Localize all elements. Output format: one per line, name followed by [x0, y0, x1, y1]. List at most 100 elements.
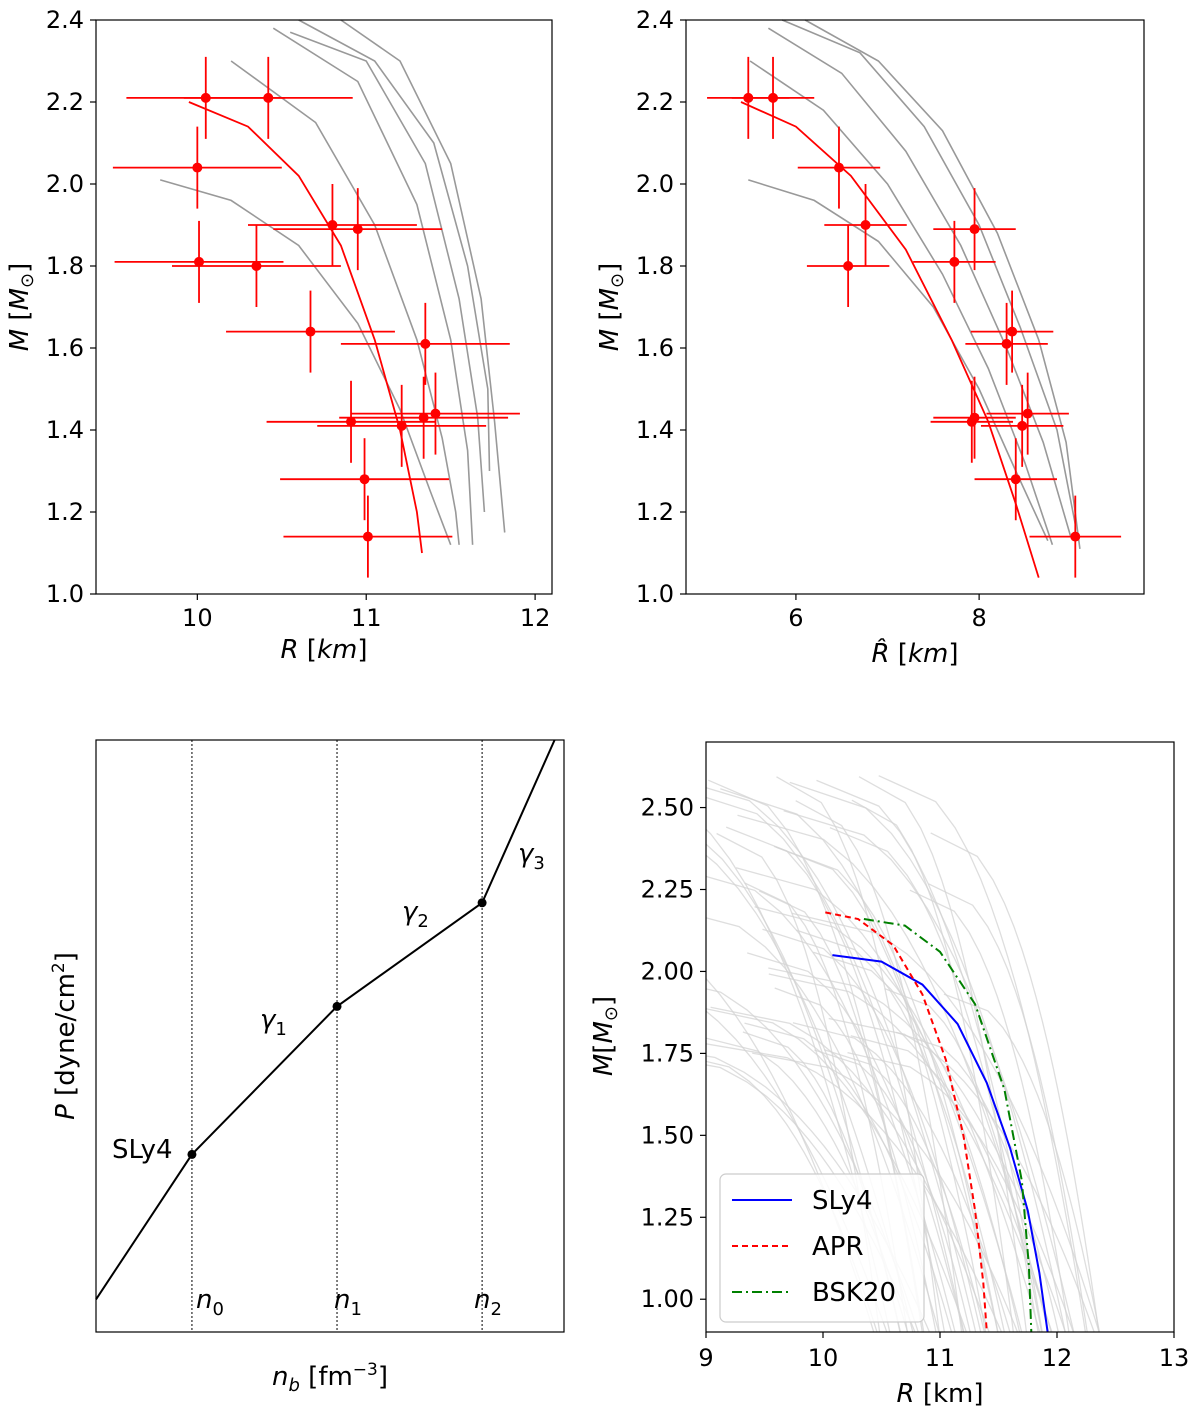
fit-curve — [188, 101, 423, 554]
y-tick-label: 1.0 — [636, 580, 674, 608]
annotation-n1: n1 — [334, 1285, 362, 1320]
x-ticks: 9 10 11 12 13 — [698, 1332, 1189, 1372]
point-marker — [430, 408, 441, 419]
data-point — [339, 376, 509, 459]
point-marker — [768, 92, 779, 103]
x-tick-label: 13 — [1159, 1344, 1190, 1372]
data-point — [340, 302, 510, 385]
panel-bottom-left: SLy4 γ1 γ2 γ3 n0 n1 n2 nb [fm−3] P [dyne/cm2] — [49, 739, 565, 1396]
y-tick-label: 1.2 — [46, 498, 84, 526]
background-curve — [858, 776, 1028, 1332]
point-marker — [1017, 420, 1028, 431]
eos-series — [825, 911, 1049, 1332]
data-point — [273, 188, 443, 271]
background-curve — [752, 1052, 1019, 1332]
x-tick-label: 11 — [351, 604, 382, 632]
background-curve — [792, 1022, 1011, 1332]
point-marker — [969, 412, 980, 423]
data-point — [933, 376, 1016, 459]
annotation-n0: n0 — [196, 1285, 224, 1320]
grey-curve — [272, 27, 474, 545]
background-curve — [776, 776, 940, 1332]
annotation-sly4: SLy4 — [112, 1135, 173, 1165]
data-point — [183, 56, 353, 139]
y-tick-label: 1.8 — [46, 252, 84, 280]
y-tick-label: 1.75 — [641, 1039, 694, 1067]
eos-knots — [187, 898, 487, 1159]
data-point — [283, 495, 453, 578]
y-ticks: 1.0 1.2 1.4 1.6 1.8 2.0 2.2 2.4 — [46, 6, 96, 608]
y-tick-label: 1.0 — [46, 580, 84, 608]
y-tick-label: 2.50 — [641, 794, 694, 822]
y-ticks: 1.0 1.2 1.4 1.6 1.8 2.0 2.2 2.4 — [636, 6, 686, 608]
x-tick-label: 11 — [925, 1344, 956, 1372]
point-marker — [1070, 531, 1081, 542]
y-axis-label: M [M⊙] — [5, 263, 38, 352]
grey-curve — [298, 19, 491, 472]
data-point — [980, 384, 1064, 467]
background-curve — [773, 845, 987, 1332]
eos-knot — [477, 898, 487, 908]
y-tick-label: 1.8 — [636, 252, 674, 280]
point-marker — [949, 256, 960, 267]
point-marker — [352, 224, 363, 235]
point-marker — [418, 412, 429, 423]
legend-label-apr: APR — [812, 1232, 864, 1262]
y-tick-label: 2.2 — [46, 88, 84, 116]
series-line-sly4 — [832, 954, 1049, 1332]
grey-curve — [289, 31, 486, 513]
y-tick-label: 2.25 — [641, 876, 694, 904]
axes-frame — [95, 739, 565, 1333]
grey-curves — [748, 19, 1081, 550]
grey-curve — [749, 60, 1054, 546]
background-curve — [706, 1043, 1003, 1332]
grey-curve — [340, 19, 506, 533]
x-tick-label: 9 — [698, 1344, 713, 1372]
data-point — [266, 380, 436, 463]
data-point — [974, 438, 1057, 521]
point-marker — [1001, 338, 1012, 349]
point-marker — [362, 531, 373, 542]
background-curve — [943, 993, 1101, 1332]
grey-curve — [748, 179, 1049, 542]
background-curve — [768, 967, 1075, 1332]
point-marker — [1022, 408, 1033, 419]
point-marker — [969, 224, 980, 235]
background-curve — [783, 810, 1075, 1332]
point-marker — [359, 474, 370, 485]
grey-curves — [159, 19, 506, 546]
background-curve — [813, 951, 1021, 1332]
annotation-gamma1: γ1 — [260, 1005, 287, 1040]
y-tick-label: 2.2 — [636, 88, 674, 116]
data-point — [1029, 495, 1122, 578]
data-point — [824, 184, 907, 266]
x-tick-label: 12 — [520, 604, 551, 632]
data-point — [112, 126, 282, 209]
data-point — [226, 290, 395, 373]
point-marker — [843, 261, 854, 271]
point-marker — [346, 416, 357, 427]
x-tick-label: 6 — [788, 604, 803, 632]
point-marker — [251, 261, 262, 271]
background-curve — [878, 775, 1087, 1332]
x-tick-label: 8 — [971, 604, 986, 632]
point-marker — [327, 220, 338, 230]
point-marker — [1010, 474, 1021, 485]
panel-bottom-right: 9 10 11 12 13 1.00 1.25 1.50 1.75 2.00 2.25 2.50 S… — [589, 741, 1189, 1409]
y-tick-label: 2.0 — [46, 170, 84, 198]
y-tick-label: 1.00 — [641, 1285, 694, 1313]
background-curve — [795, 800, 963, 1332]
y-axis-label: P [dyne/cm2] — [49, 952, 81, 1120]
legend-label-bsk20: BSK20 — [812, 1278, 896, 1308]
y-tick-label: 1.6 — [636, 334, 674, 362]
eos-knot — [187, 1149, 197, 1159]
data-point — [731, 56, 815, 139]
grey-curve — [804, 19, 1081, 550]
annotation-gamma2: γ2 — [402, 897, 429, 932]
y-tick-label: 1.2 — [636, 498, 674, 526]
x-tick-label: 12 — [1042, 1344, 1073, 1372]
data-point — [248, 184, 417, 266]
panel-top-left: 10 11 12 1.0 1.2 1.4 1.6 1.8 2.0 2.2 2.4 R [km] M… — [5, 6, 553, 665]
